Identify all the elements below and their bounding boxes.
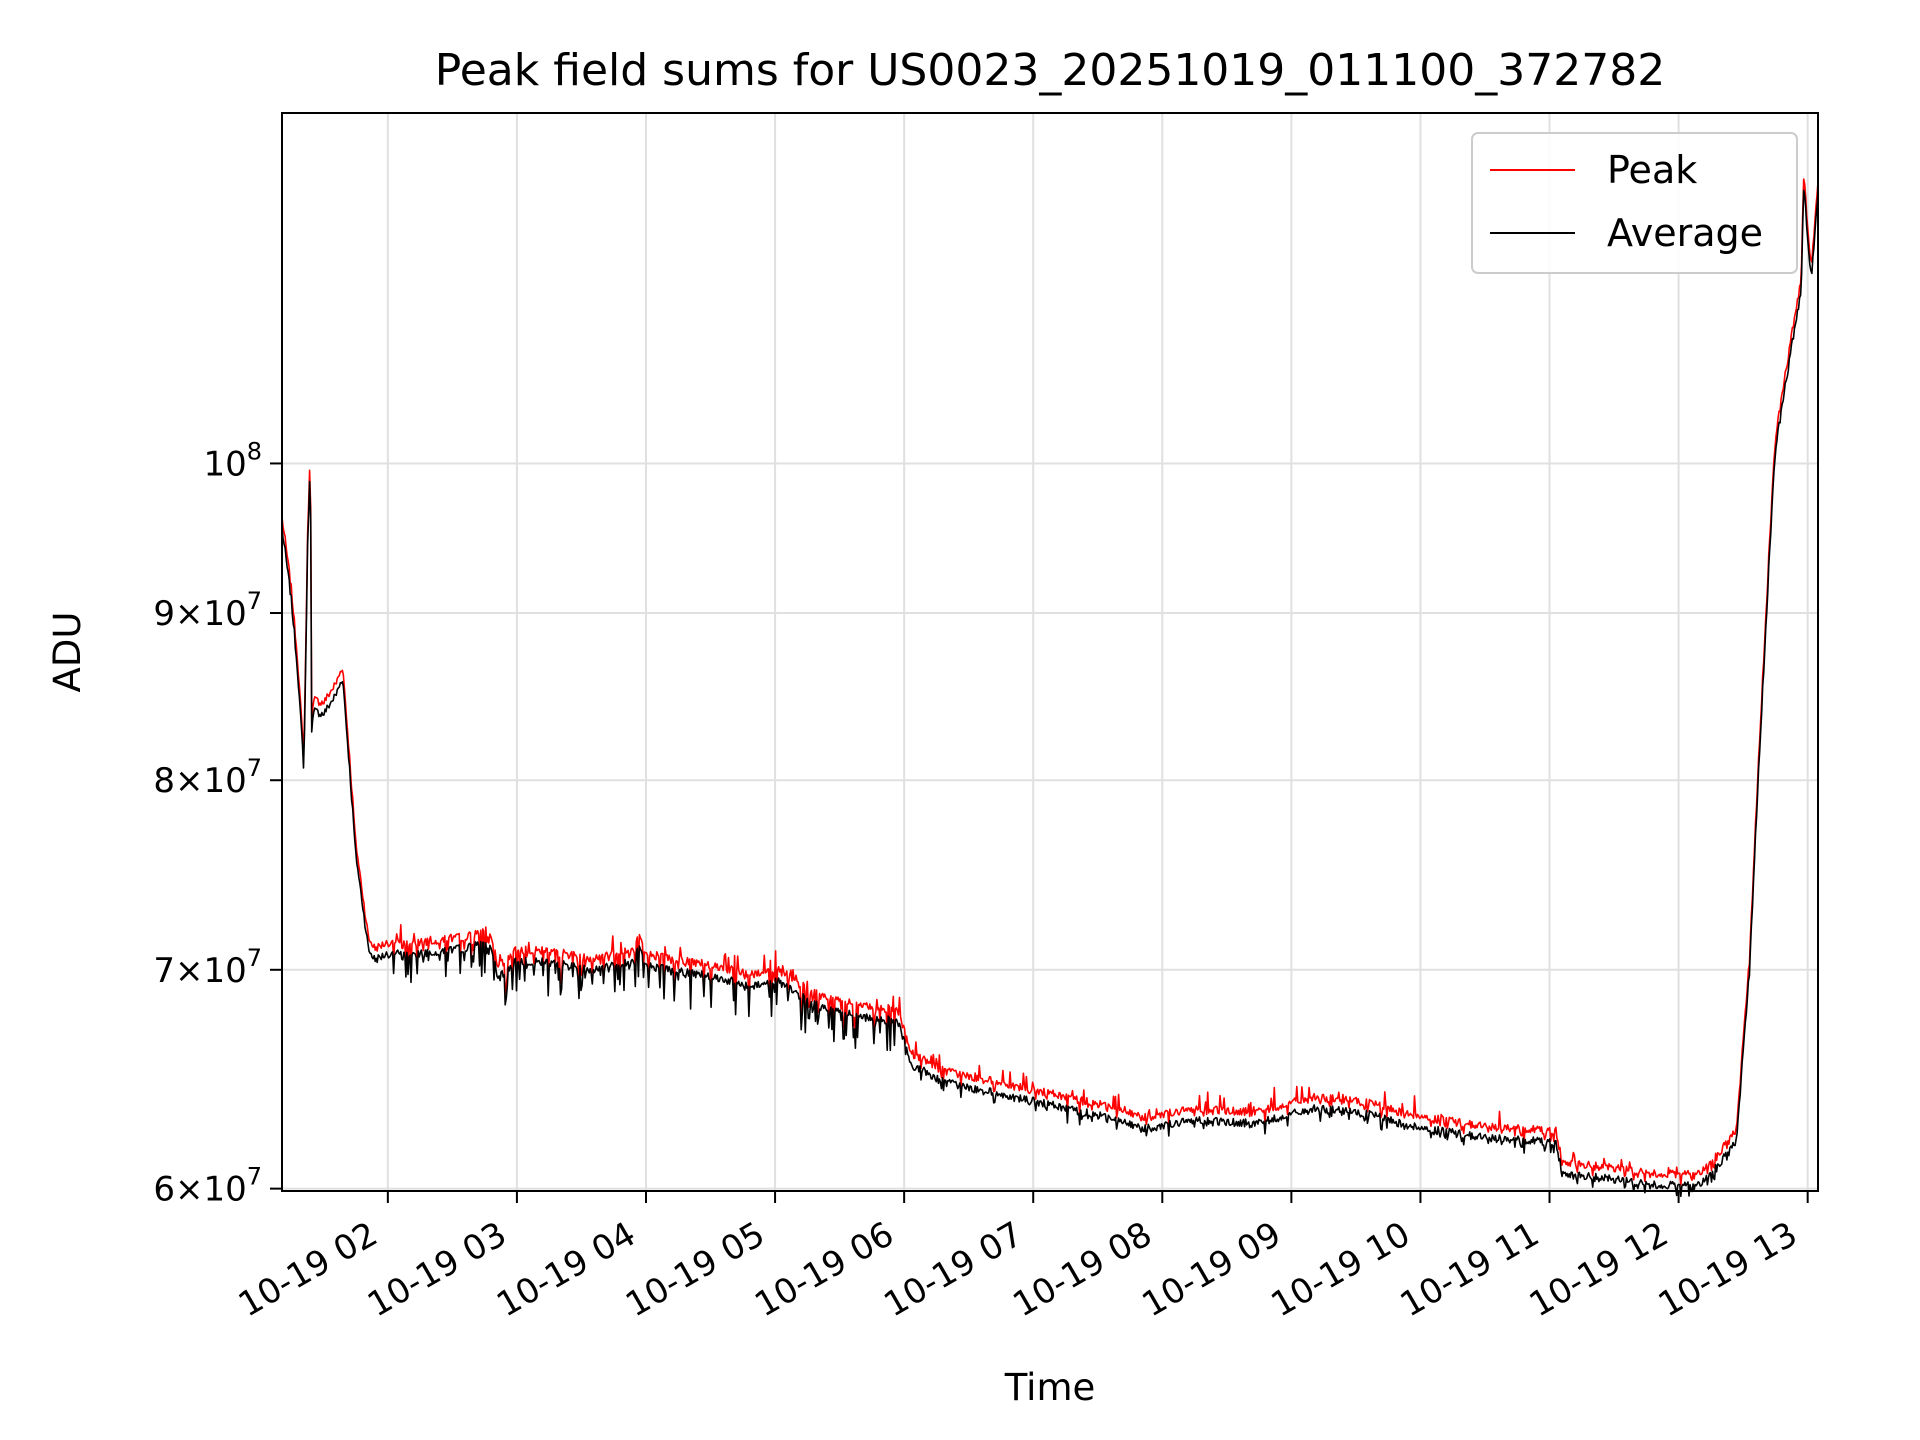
- x-tick-label: 10-19 08: [1006, 1214, 1158, 1325]
- y-tick-label: 9×107: [153, 587, 262, 634]
- x-tick-label: 10-19 06: [748, 1214, 900, 1325]
- x-tick-label: 10-19 04: [490, 1214, 642, 1325]
- x-tick-label: 10-19 12: [1523, 1214, 1675, 1325]
- y-axis-ticks: 6×107 7×107 8×107 9×107 108: [153, 437, 282, 1210]
- y-tick-label: 6×107: [153, 1163, 262, 1210]
- series-line-peak: [281, 178, 1819, 1186]
- x-tick-label: 10-19 05: [619, 1214, 771, 1325]
- y-tick-label: 108: [203, 437, 262, 484]
- grid: [282, 113, 1818, 1191]
- legend-average-label: Average: [1607, 211, 1763, 255]
- x-tick-label: 10-19 10: [1265, 1214, 1417, 1325]
- x-tick-label: 10-19 07: [877, 1214, 1029, 1325]
- legend: Peak Average: [1471, 132, 1798, 274]
- y-axis-label: ADU: [46, 612, 89, 693]
- x-tick-label: 10-19 03: [361, 1214, 513, 1325]
- legend-peak-label: Peak: [1607, 148, 1697, 192]
- chart-title: Peak field sums for US0023_20251019_0111…: [435, 45, 1665, 96]
- x-tick-label: 10-19 02: [232, 1214, 384, 1325]
- x-axis-label: Time: [1004, 1366, 1096, 1409]
- x-tick-label: 10-19 11: [1394, 1214, 1546, 1325]
- x-tick-label: 10-19 09: [1135, 1214, 1287, 1325]
- legend-box: [1471, 132, 1798, 274]
- series-layer: [281, 178, 1819, 1198]
- series-line-average: [281, 189, 1819, 1198]
- x-tick-label: 10-19 13: [1652, 1214, 1804, 1325]
- plot-frame: [281, 112, 1819, 1192]
- y-tick-label: 7×107: [153, 944, 262, 991]
- y-tick-label: 8×107: [153, 754, 262, 801]
